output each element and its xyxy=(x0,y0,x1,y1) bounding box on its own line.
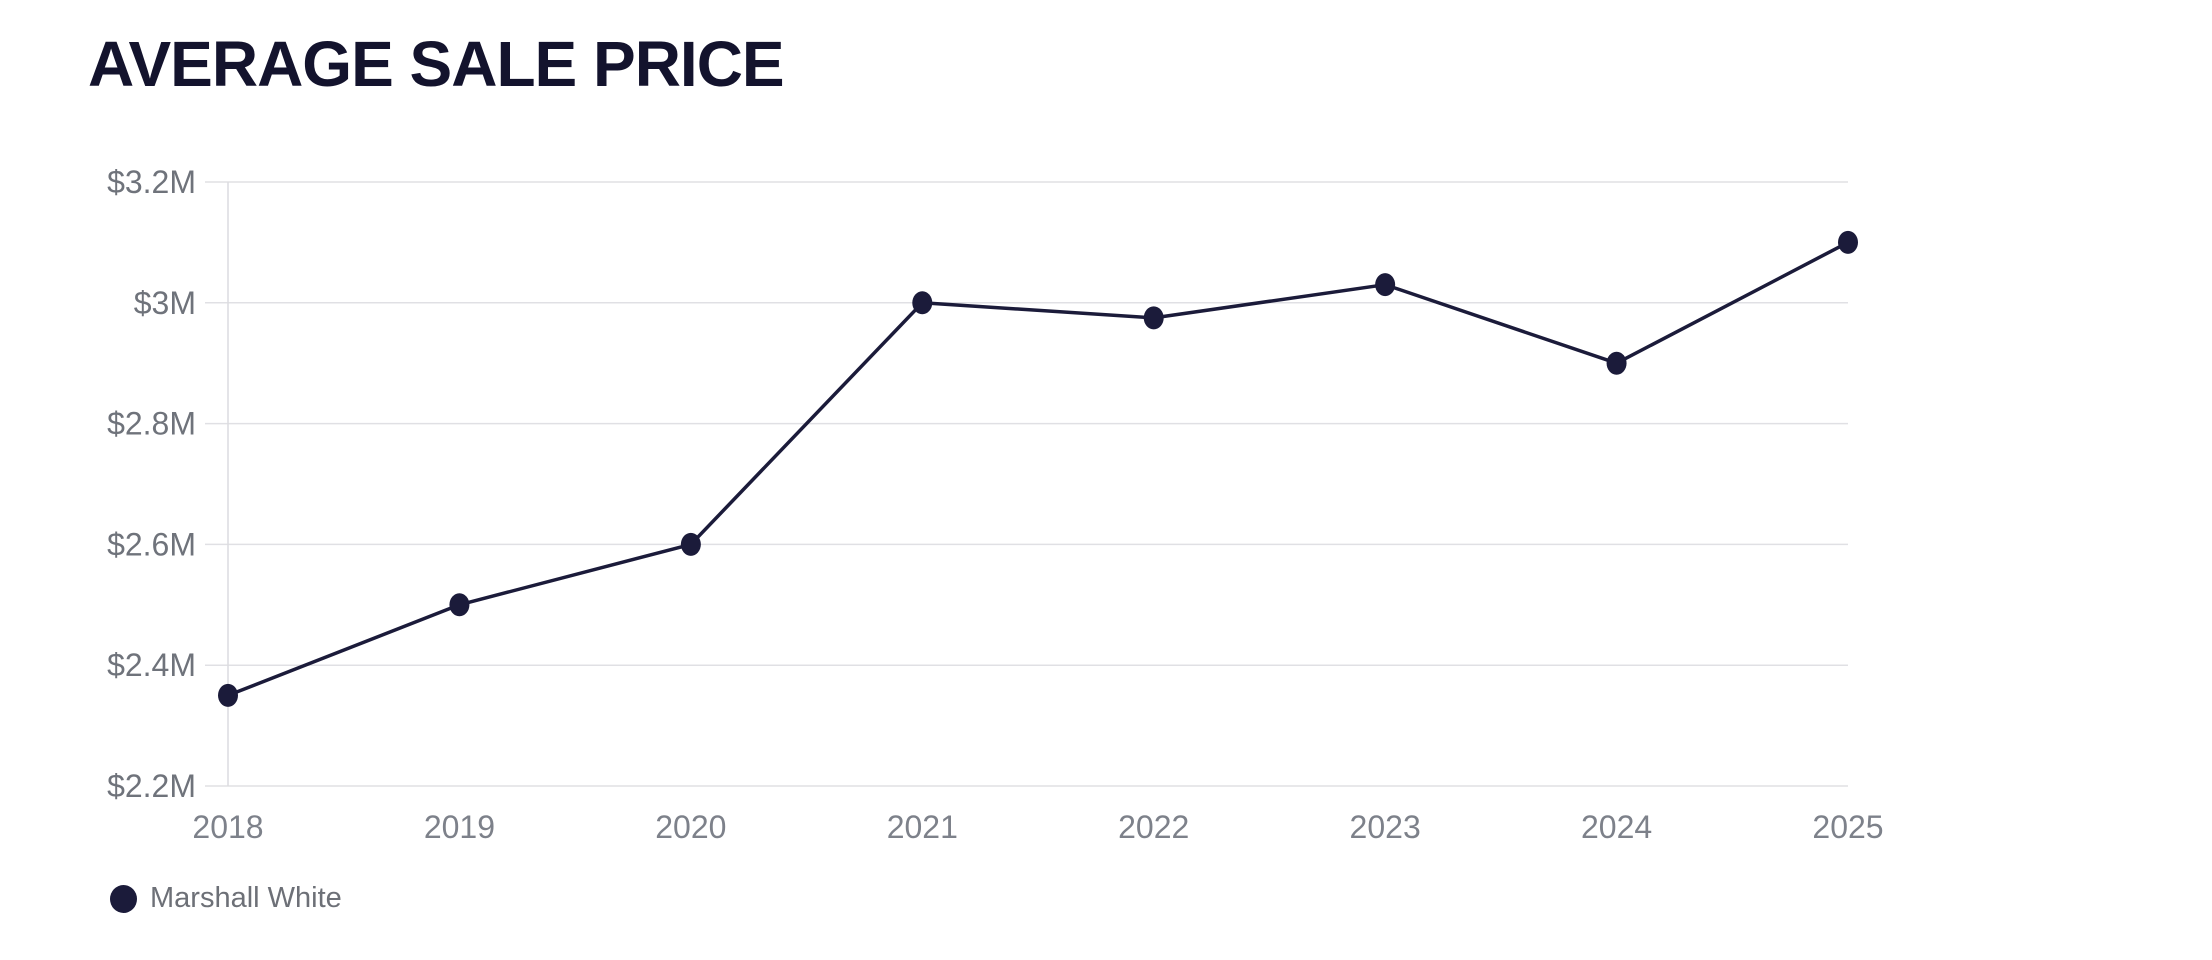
data-point-2021[interactable] xyxy=(912,291,933,315)
y-tick-label: $3.2M xyxy=(107,164,196,200)
x-tick-label: 2023 xyxy=(1350,809,1421,845)
x-tick-label: 2022 xyxy=(1118,809,1189,845)
data-point-2020[interactable] xyxy=(680,532,701,556)
y-tick-label: $2.6M xyxy=(107,526,196,562)
data-point-2022[interactable] xyxy=(1143,306,1164,330)
y-tick-label: $3M xyxy=(134,285,196,321)
x-tick-label: 2019 xyxy=(424,809,495,845)
chart-legend: Marshall White xyxy=(110,882,342,915)
data-point-2019[interactable] xyxy=(449,593,470,617)
x-tick-label: 2020 xyxy=(655,809,726,845)
chart-title: AVERAGE SALE PRICE xyxy=(88,28,785,100)
data-point-2025[interactable] xyxy=(1838,230,1858,254)
legend-label: Marshall White xyxy=(150,882,342,914)
x-tick-label: 2024 xyxy=(1581,809,1652,845)
x-tick-label: 2025 xyxy=(1812,809,1883,845)
legend-item-marshall-white[interactable]: Marshall White xyxy=(110,882,342,915)
x-tick-label: 2021 xyxy=(887,809,958,845)
data-point-2018[interactable] xyxy=(218,683,238,707)
data-point-2023[interactable] xyxy=(1375,273,1396,297)
series-line xyxy=(226,240,1850,698)
y-tick-label: $2.8M xyxy=(107,406,196,442)
data-point-2024[interactable] xyxy=(1606,351,1627,375)
y-tick-label: $2.4M xyxy=(107,647,196,683)
legend-marker-icon xyxy=(110,884,137,913)
x-tick-label: 2018 xyxy=(192,809,263,845)
y-tick-label: $2.2M xyxy=(107,768,196,804)
